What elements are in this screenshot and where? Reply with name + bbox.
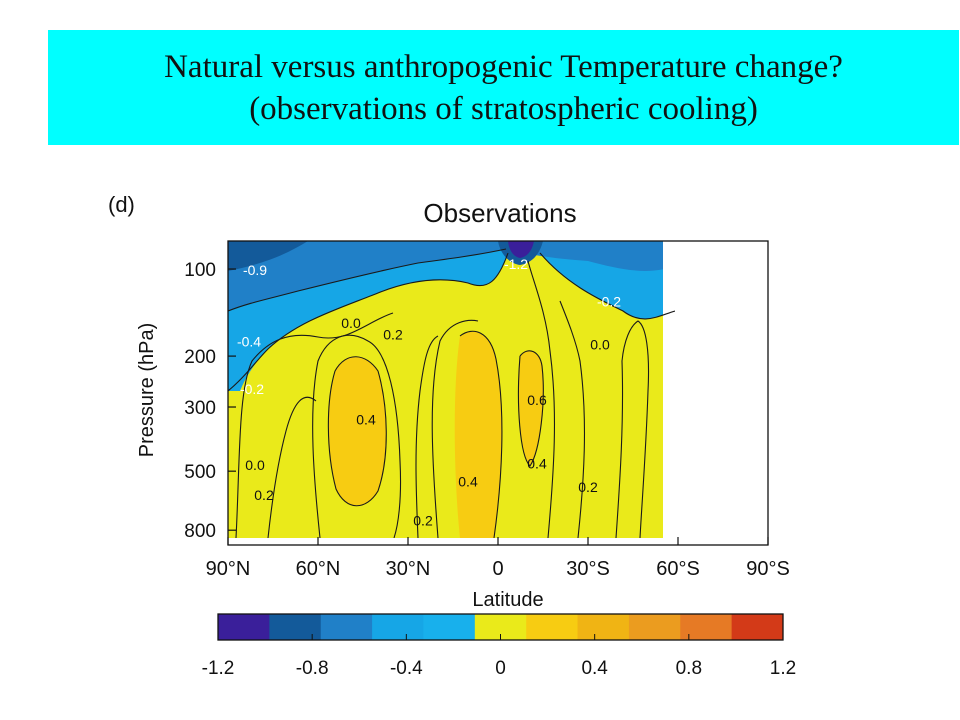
x-tick-label-3: 0	[492, 558, 503, 580]
colorbar-swatch-7	[577, 614, 630, 640]
contour-lines	[228, 248, 675, 538]
cooling-band-arctic	[228, 241, 308, 271]
panel-label: (d)	[108, 192, 135, 217]
colorbar-swatch-1	[269, 614, 322, 640]
y-axis-label: Pressure (hPa)	[136, 323, 158, 458]
warming-patch-30n	[328, 356, 387, 506]
x-tick-label-5: 60°S	[656, 558, 700, 580]
y-tick-label-1: 200	[184, 347, 216, 368]
contour-label-15: 0.2	[254, 487, 274, 503]
colorbar-swatch-6	[526, 614, 579, 640]
contour-line-6	[312, 334, 402, 538]
no-data-region	[663, 241, 675, 538]
colorbar-tick-label-6: 1.2	[770, 658, 796, 679]
contour-line-14	[267, 396, 317, 538]
slide-title-line2: (observations of stratospheric cooling)	[249, 90, 758, 127]
contour-label-2: -1.2	[504, 256, 528, 272]
colorbar-tick-label-3: 0	[495, 658, 506, 679]
colorbar: -1.2 -0.8 -0.4 0 0.4 0.8 1.2	[202, 613, 796, 679]
title-banner: Natural versus anthropogenic Temperature…	[48, 30, 959, 145]
contour-line-11	[559, 300, 586, 538]
contour-line-1	[228, 248, 507, 312]
colorbar-swatch-9	[680, 614, 733, 640]
contour-line-2	[228, 252, 509, 392]
colorbar-tick-label-4: 0.4	[581, 658, 608, 679]
axis-ticks: 90°N 60°N 30°N 0 30°S 60°S 90°S 100 200 300 500 800	[184, 260, 790, 580]
contour-label-9: 0.6	[527, 392, 547, 408]
colorbar-swatch-3	[372, 614, 424, 640]
cooling-core	[508, 241, 534, 258]
contour-label-12: 0.4	[527, 456, 547, 472]
x-tick-label-0: 90°N	[206, 558, 251, 580]
contour-line-3	[539, 252, 675, 320]
colorbar-tick-label-0: -1.2	[202, 658, 235, 679]
x-axis-label: Latitude	[472, 589, 543, 611]
contour-line-7	[459, 330, 503, 538]
contour-line-4	[235, 312, 394, 538]
contour-label-16: 0.2	[413, 512, 433, 528]
contour-label-1: -0.9	[243, 262, 267, 278]
colorbar-swatch-4	[423, 614, 476, 640]
cooling-band-strong	[228, 241, 675, 311]
contour-label-13: 0.4	[458, 474, 478, 490]
contour-label-11: 0.0	[245, 457, 265, 473]
y-tick-label-4: 800	[184, 521, 216, 542]
contour-label-4: -0.4	[237, 333, 261, 349]
contour-label-8: -0.2	[240, 381, 264, 397]
contour-label-5: 0.0	[341, 315, 361, 331]
colorbar-tick-label-5: 0.8	[676, 658, 702, 679]
contour-label-10: 0.4	[356, 412, 376, 428]
x-tick-label-6: 90°S	[746, 558, 790, 580]
contour-line-5	[327, 356, 387, 507]
colorbar-tick-label-2: -0.4	[390, 658, 423, 679]
contour-label-7: 0.0	[590, 337, 610, 353]
contour-line-13	[415, 335, 439, 538]
colorbar-swatch-0	[218, 614, 270, 640]
contour-line-10	[527, 260, 556, 538]
colorbar-swatch-8	[628, 614, 681, 640]
contour-label-14: 0.2	[578, 479, 598, 495]
slide-title-line1: Natural versus anthropogenic Temperature…	[164, 48, 843, 85]
contour-label-6: 0.2	[383, 326, 403, 342]
warming-patch-south	[518, 350, 544, 466]
contour-line-12	[615, 320, 650, 538]
x-tick-label-1: 60°N	[296, 558, 341, 580]
contour-labels: -0.9 -1.2 -0.2 -0.4 0.0 0.2 0.0 -0.2 0.6 0.4 0.0 0.…	[237, 256, 621, 528]
y-tick-label-2: 300	[184, 398, 216, 419]
chart-title: Observations	[423, 198, 576, 228]
contour-label-3: -0.2	[597, 294, 621, 310]
y-tick-label-3: 500	[184, 462, 216, 483]
colorbar-swatch-10	[731, 614, 784, 640]
warming-patch-equator	[454, 331, 502, 538]
y-tick-label-0: 100	[184, 260, 216, 281]
x-tick-label-4: 30°S	[566, 558, 610, 580]
colorbar-tick-label-1: -0.8	[296, 658, 329, 679]
contour-line-8	[431, 319, 479, 538]
colorbar-swatch-2	[320, 614, 373, 640]
contour-line-9	[517, 350, 544, 467]
x-tick-label-2: 30°N	[386, 558, 431, 580]
heatmap-field	[228, 241, 675, 538]
